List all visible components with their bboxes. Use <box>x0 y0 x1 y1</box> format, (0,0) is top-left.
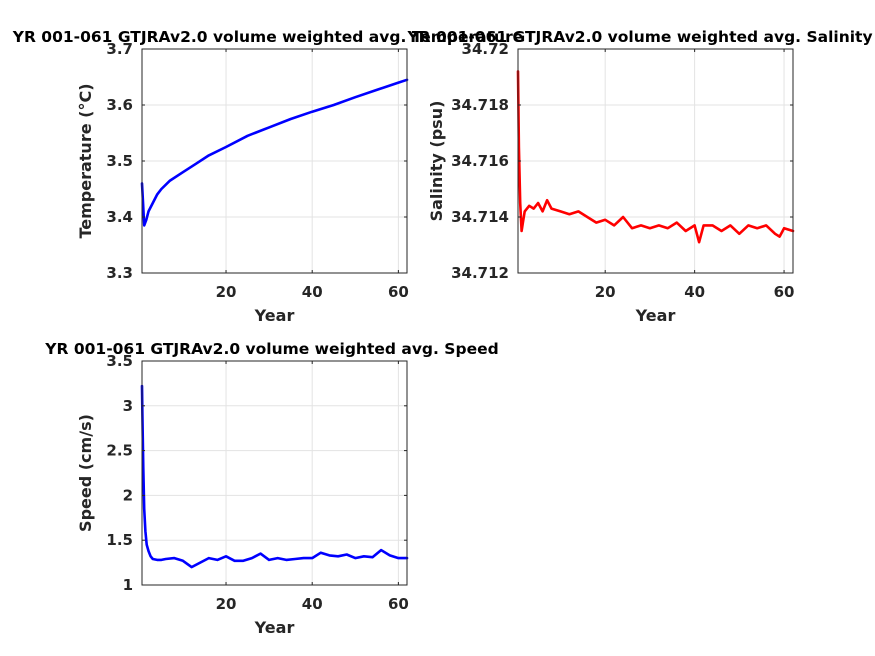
temperature-x-tick-label: 60 <box>388 283 409 301</box>
salinity-y-tick-label: 34.718 <box>451 96 509 114</box>
temperature-x-tick-label: 40 <box>302 283 323 301</box>
speed-x-axis-label: Year <box>254 618 295 637</box>
salinity-chart-title: YR 001-061 GTJRAv2.0 volume weighted avg… <box>406 28 872 46</box>
speed-series-line <box>140 384 409 569</box>
salinity-series-line <box>516 70 795 244</box>
speed-axes-box <box>141 360 408 586</box>
temperature-y-tick-label: 3.5 <box>106 152 133 170</box>
temperature-y-tick-label: 3.3 <box>106 264 133 282</box>
speed-y-tick-label: 3 <box>123 397 133 415</box>
speed-y-axis-label: Speed (cm/s) <box>76 414 95 532</box>
temperature-y-tick-label: 3.4 <box>106 208 133 226</box>
salinity-y-tick-label: 34.714 <box>451 208 509 226</box>
speed-y-tick-label: 2.5 <box>106 442 133 460</box>
speed-y-tick-label: 1.5 <box>106 531 133 549</box>
speed-x-tick-label: 40 <box>302 595 323 613</box>
speed-chart-title: YR 001-061 GTJRAv2.0 volume weighted avg… <box>44 340 498 358</box>
temperature-series-line <box>140 78 409 227</box>
salinity-y-tick-label: 34.716 <box>451 152 509 170</box>
speed-x-tick-label: 60 <box>388 595 409 613</box>
temperature-y-axis-label: Temperature (°C) <box>76 83 95 238</box>
speed-plot-area <box>142 361 407 585</box>
salinity-x-tick-label: 20 <box>595 283 616 301</box>
temperature-panel: 20 40 60 3.3 3.4 3.5 3.6 3.7 Year Temperature (°C… <box>12 28 524 325</box>
salinity-x-tick-label: 60 <box>774 283 795 301</box>
speed-y-tick-label: 2 <box>123 486 133 504</box>
temperature-chart-title: YR 001-061 GTJRAv2.0 volume weighted avg… <box>12 28 524 46</box>
temperature-x-tick-label: 20 <box>216 283 237 301</box>
speed-x-tick-label: 20 <box>216 595 237 613</box>
salinity-panel: 20 40 60 34.712 34.714 34.716 34.718 34.72 Year S… <box>406 28 872 325</box>
temperature-x-axis-label: Year <box>254 306 295 325</box>
salinity-x-tick-label: 40 <box>684 283 705 301</box>
salinity-y-tick-label: 34.72 <box>462 40 509 58</box>
salinity-x-axis-label: Year <box>635 306 676 325</box>
speed-panel: 20 40 60 1 1.5 2 2.5 3 3.5 Year Speed (cm/s) YR 001… <box>44 340 498 637</box>
speed-y-tick-label: 3.5 <box>106 352 133 370</box>
salinity-y-axis-label: Salinity (psu) <box>427 101 446 222</box>
temperature-y-tick-label: 3.7 <box>106 40 133 58</box>
salinity-y-tick-label: 34.712 <box>451 264 509 282</box>
temperature-y-tick-label: 3.6 <box>106 96 133 114</box>
speed-y-tick-label: 1 <box>123 576 133 594</box>
